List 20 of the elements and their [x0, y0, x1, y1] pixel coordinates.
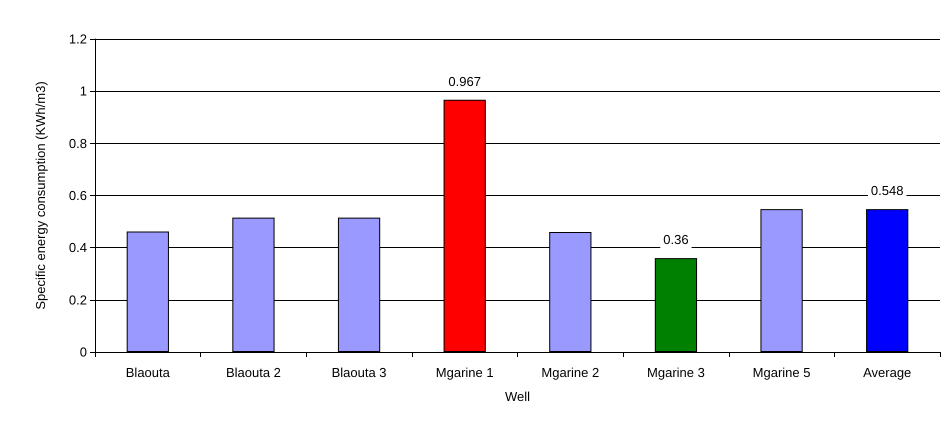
- x-tick-label: Blaouta: [126, 365, 171, 380]
- x-axis-title: Well: [504, 389, 530, 404]
- y-tick-label: 0: [80, 344, 87, 360]
- data-label: 0.548: [870, 183, 904, 198]
- y-tick-label: 0.2: [68, 292, 87, 308]
- y-tick-label: 0.8: [68, 136, 87, 151]
- y-tick-label: 0.4: [68, 240, 87, 256]
- data-label: 0.36: [663, 232, 689, 248]
- x-tick-label: Blaouta 2: [226, 365, 281, 380]
- y-tick-label: 1.2: [68, 32, 87, 46]
- x-tick-label: Mgarine 5: [752, 365, 810, 380]
- y-tick-label: 0.6: [68, 188, 87, 203]
- x-tick-label: Average: [863, 365, 912, 380]
- x-tick-label: Blaouta 3: [332, 365, 387, 380]
- data-label: 0.967: [448, 74, 481, 89]
- y-axis-title: Specific energy consumption (KWh/m3): [33, 81, 48, 310]
- x-tick-label: Mgarine 3: [647, 365, 705, 380]
- x-tick-label: Mgarine 1: [436, 365, 494, 380]
- x-tick-label: Mgarine 2: [541, 365, 600, 380]
- y-tick-label: 1: [80, 84, 87, 99]
